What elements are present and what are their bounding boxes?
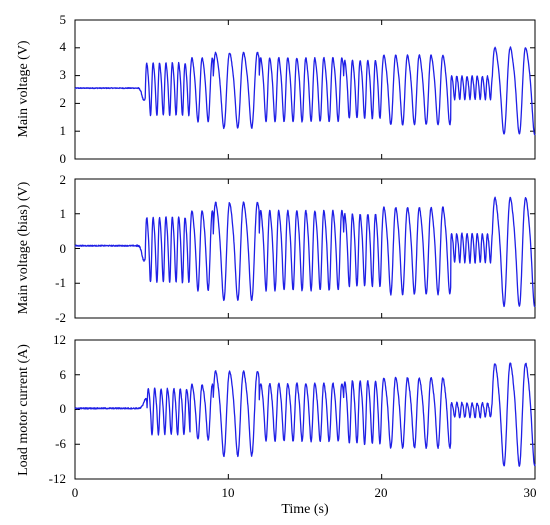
xtick-label-10: 10 [222,485,235,500]
panel-main-voltage-bias: Main voltage (bias) (V) -2 -1 0 1 2 [16,172,536,325]
ytick-label-3-1: -6 [55,436,66,451]
ticks-panel-3 [74,339,536,480]
ytick-label-2-0: -2 [55,310,66,325]
ylabel-panel-3: Load motor current (A) [16,344,31,476]
xtick-label-0: 0 [72,485,79,500]
xtick-label-30: 30 [524,485,537,500]
ytick-label-1-0: 0 [60,151,67,166]
ytick-label-2-3: 1 [60,206,67,221]
series-line-load-motor-current [74,362,536,467]
xlabel: Time (s) [281,502,329,517]
ytick-label-1-4: 4 [60,39,67,54]
ytick-label-3-2: 0 [60,401,67,416]
panel-load-motor-current: Load motor current (A) -12 -6 0 6 12 0 1… [16,332,537,517]
ylabel-panel-2: Main voltage (bias) (V) [16,181,31,314]
panel-main-voltage: Main voltage (V) 0 1 2 3 4 5 [16,12,536,166]
xtick-label-20: 20 [375,485,388,500]
ytick-label-3-4: 12 [53,332,66,347]
ytick-label-1-1: 1 [60,123,67,138]
ytick-label-1-5: 5 [60,12,67,27]
ytick-label-1-2: 2 [60,95,67,110]
series-line-main-voltage-bias [74,196,536,308]
ytick-label-2-2: 0 [60,241,67,256]
series-line-main-voltage [74,46,536,136]
ytick-label-3-3: 6 [60,367,67,382]
ytick-label-2-4: 2 [60,172,67,187]
ytick-label-3-0: -12 [49,471,66,486]
plot-frame-1 [74,19,536,160]
ytick-label-2-1: -1 [55,275,66,290]
ytick-label-1-3: 3 [60,67,67,82]
ylabel-panel-1: Main voltage (V) [16,40,31,138]
